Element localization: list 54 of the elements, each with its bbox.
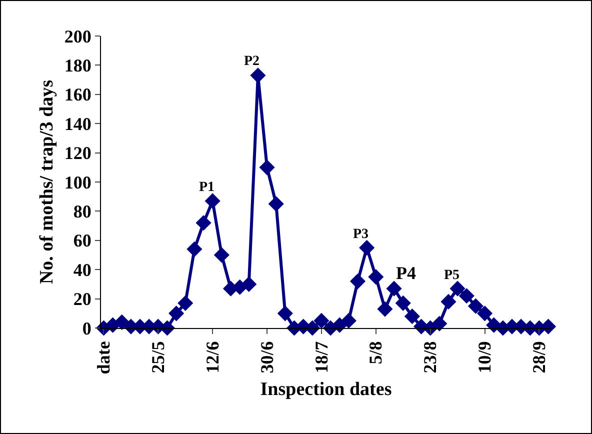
point [340, 312, 356, 328]
point [186, 241, 202, 257]
x-tick-label: 18/7 [311, 341, 332, 374]
point [196, 215, 212, 231]
point [114, 314, 130, 330]
point [277, 306, 293, 322]
point [250, 68, 266, 84]
y-tick-label: 60 [73, 230, 92, 251]
point [241, 276, 257, 292]
point [314, 312, 330, 328]
x-tick-label: 5/8 [366, 341, 386, 364]
x-tick-label: 23/8 [420, 341, 440, 374]
x-tick-label: 30/6 [256, 341, 277, 374]
point [268, 196, 284, 212]
y-tick-label: 180 [64, 56, 92, 76]
point [350, 273, 366, 290]
point [214, 247, 230, 263]
y-axis-title: No. of moths/ trap/3 days [36, 80, 58, 284]
point [178, 295, 194, 311]
point [368, 269, 384, 285]
point [468, 298, 484, 314]
y-tick-label: 100 [64, 172, 92, 192]
point [395, 295, 411, 311]
annotation: P2 [244, 54, 260, 69]
point [377, 301, 393, 317]
point [259, 160, 275, 176]
y-tick-label: 200 [64, 26, 92, 46]
point [359, 240, 375, 256]
annotation: P1 [199, 180, 215, 195]
point [386, 280, 402, 296]
point [458, 288, 474, 304]
annotation: P4 [396, 263, 416, 283]
point [204, 193, 220, 209]
point [168, 306, 184, 322]
y-tick-label: 0 [82, 318, 92, 338]
y-tick-label: 80 [73, 202, 92, 222]
x-tick-label: 12/6 [202, 341, 222, 374]
point [440, 294, 456, 310]
point [450, 280, 466, 296]
x-tick-label: date [94, 341, 114, 374]
x-tick-label: 10/9 [474, 341, 495, 374]
point [476, 306, 493, 322]
y-tick-label: 120 [64, 143, 92, 164]
x-tick-label: 25/5 [148, 341, 168, 374]
point [404, 308, 420, 324]
y-tick-label: 160 [64, 84, 92, 105]
y-tick-label: 140 [64, 114, 92, 134]
x-axis-title: Inspection dates [260, 379, 392, 400]
y-tick-label: 40 [73, 260, 92, 280]
y-tick-label: 20 [73, 289, 92, 310]
annotation: P3 [353, 227, 369, 242]
point [432, 316, 448, 332]
annotation: P5 [444, 268, 460, 283]
x-tick-label: 28/9 [529, 341, 550, 374]
